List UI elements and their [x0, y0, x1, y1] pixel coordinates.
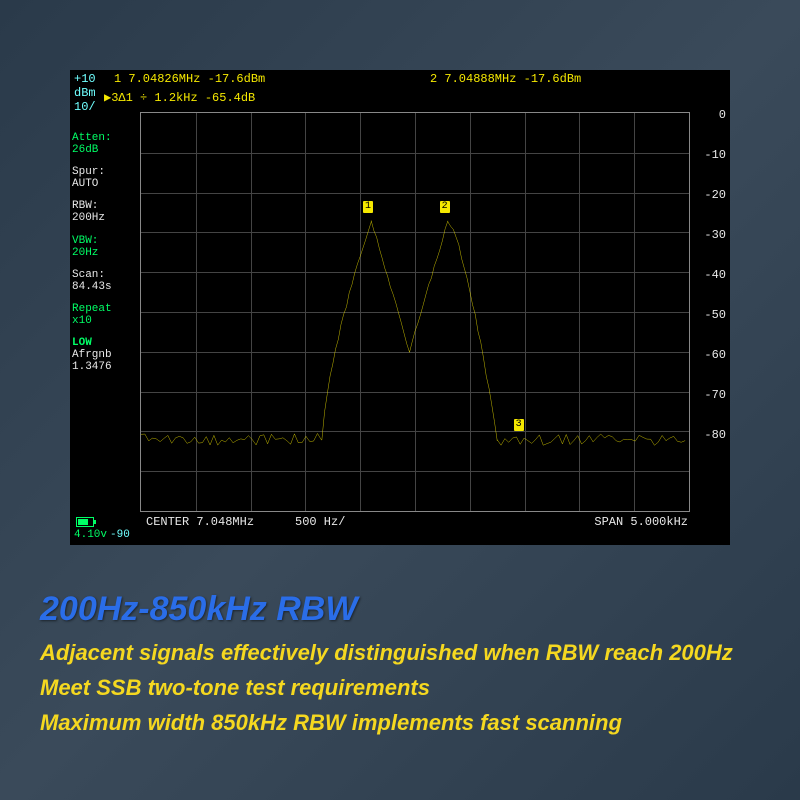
marker-tag-3: 3	[514, 419, 524, 431]
unit-label: dBm	[74, 86, 96, 100]
atten-value: 26dB	[72, 144, 138, 156]
axis-tick: 0	[719, 108, 726, 122]
afr-label: Afrgnb	[72, 349, 138, 361]
repeat-label: Repeat	[72, 303, 138, 315]
plot-area: 1 2 3	[140, 112, 690, 512]
center-freq: CENTER 7.048MHz	[146, 515, 254, 529]
ref-level-bottom: -90	[110, 529, 130, 541]
caption-line-3: Maximum width 850kHz RBW implements fast…	[40, 710, 622, 736]
battery-voltage: 4.10v	[74, 529, 107, 541]
axis-tick: -10	[704, 148, 726, 162]
axis-tick: -60	[704, 348, 726, 362]
bottom-readout-bar: 4.10v -90 CENTER 7.048MHz 500 Hz/ SPAN 5…	[70, 515, 730, 543]
afr-value: 1.3476	[72, 361, 138, 373]
scan-value: 84.43s	[72, 281, 138, 293]
rbw-value: 200Hz	[72, 212, 138, 224]
scale-label: 10/	[74, 100, 96, 114]
spur-label: Spur:	[72, 166, 138, 178]
marker-tag-2: 2	[440, 201, 450, 213]
axis-tick: -30	[704, 228, 726, 242]
marker1-readout: 1 7.04826MHz -17.6dBm	[114, 72, 265, 86]
caption-line-1: Adjacent signals effectively distinguish…	[40, 640, 733, 666]
scan-label: Scan:	[72, 269, 138, 281]
spectrum-trace	[141, 113, 689, 511]
caption-line-2: Meet SSB two-tone test requirements	[40, 675, 430, 701]
axis-tick: -70	[704, 388, 726, 402]
axis-tick: -20	[704, 188, 726, 202]
spur-value: AUTO	[72, 178, 138, 190]
settings-panel: Atten: 26dB Spur: AUTO RBW: 200Hz VBW: 2…	[72, 132, 138, 383]
vbw-value: 20Hz	[72, 247, 138, 259]
ref-level-top: +10	[74, 72, 96, 86]
vbw-label: VBW:	[72, 235, 138, 247]
axis-tick: -80	[704, 428, 726, 442]
low-indicator: LOW	[72, 337, 138, 349]
hz-per-div: 500 Hz/	[295, 515, 345, 529]
span-freq: SPAN 5.000kHz	[594, 515, 688, 529]
delta-readout: ▶3Δ1 ÷ 1.2kHz -65.4dB	[104, 90, 255, 105]
marker2-readout: 2 7.04888MHz -17.6dBm	[430, 72, 581, 86]
battery-icon	[76, 517, 94, 527]
marker-tag-1: 1	[363, 201, 373, 213]
rbw-label: RBW:	[72, 200, 138, 212]
right-axis: 0 -10 -20 -30 -40 -50 -60 -70 -80	[692, 112, 728, 512]
spectrum-analyzer-screen: +10 dBm 10/ 1 7.04826MHz -17.6dBm 2 7.04…	[70, 70, 730, 545]
atten-label: Atten:	[72, 132, 138, 144]
axis-tick: -40	[704, 268, 726, 282]
repeat-value: x10	[72, 315, 138, 327]
caption-title: 200Hz-850kHz RBW	[40, 590, 357, 629]
axis-tick: -50	[704, 308, 726, 322]
